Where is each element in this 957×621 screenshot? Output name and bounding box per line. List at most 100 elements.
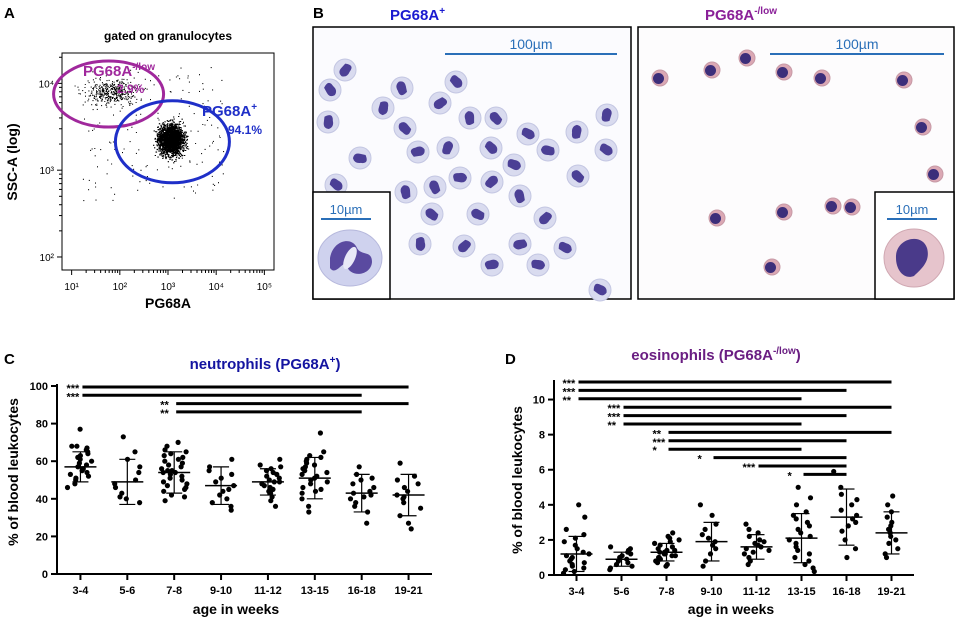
y-tick-label: 8: [539, 430, 545, 442]
neutrophil-nucleus: [329, 178, 343, 191]
neutrophil-nucleus: [396, 81, 408, 96]
data-point: [324, 479, 330, 485]
flow-x-label: PG68A: [145, 295, 191, 311]
y-tick-label: 80: [36, 419, 48, 431]
neutrophil-nucleus: [484, 141, 498, 154]
data-point: [161, 488, 167, 494]
neutrophil-nucleus: [378, 101, 389, 116]
flow-y-tick-label: 10²: [40, 253, 55, 264]
data-point: [886, 540, 892, 547]
data-point: [838, 491, 845, 497]
chart-c-title: neutrophils (PG68A+): [190, 355, 341, 373]
significance-label: **: [608, 420, 617, 432]
flow-x-tick-label: 10²: [113, 282, 128, 293]
data-point: [561, 539, 567, 545]
significance-label: *: [698, 454, 703, 466]
neutrophil-nucleus: [410, 146, 425, 157]
data-point: [713, 546, 719, 552]
data-point: [317, 430, 323, 436]
neutrophil-nucleus: [540, 145, 555, 156]
x-tick-label: 13-15: [301, 585, 329, 597]
data-point: [664, 561, 670, 568]
x-tick-label: 9-10: [700, 586, 722, 598]
y-tick-label: 40: [36, 494, 48, 506]
neutrophil-nucleus: [323, 115, 334, 130]
data-point: [347, 496, 354, 502]
data-point: [137, 464, 143, 470]
significance-label: **: [160, 400, 169, 412]
data-point: [394, 477, 400, 483]
data-point: [369, 475, 375, 481]
data-point: [627, 546, 634, 552]
data-point: [64, 484, 71, 491]
flow-event-dots: [74, 67, 225, 202]
data-point: [306, 503, 312, 509]
eosinophil-nucleus: [777, 207, 788, 218]
significance-label: ***: [608, 412, 622, 424]
neutrophil-inset-cell: [317, 229, 383, 287]
eosinophil-nucleus: [710, 213, 721, 224]
data-point: [672, 553, 679, 559]
data-point: [299, 471, 305, 477]
data-point: [669, 544, 676, 550]
neutrophil-nucleus: [489, 112, 503, 125]
significance-label: ***: [653, 437, 667, 449]
data-point: [418, 505, 424, 511]
significance-label: ***: [743, 462, 757, 474]
data-point: [563, 526, 569, 533]
data-point: [175, 439, 181, 445]
eosinophil-nucleus: [845, 202, 856, 213]
data-point: [277, 456, 283, 462]
micrograph-right-title: PG68A-/low: [705, 6, 777, 24]
data-point: [84, 469, 90, 476]
y-tick-label: 0: [539, 570, 545, 582]
neutrophils-chart: neutrophils (PG68A+) age in weeks % of b…: [5, 355, 432, 617]
x-tick-label: 19-21: [394, 585, 422, 597]
data-point: [207, 464, 213, 470]
neutrophil-nucleus: [571, 170, 585, 183]
data-point: [161, 453, 167, 459]
data-point: [793, 540, 799, 547]
data-point: [757, 537, 763, 543]
neutrophil-nucleus: [558, 241, 572, 254]
scale-label-100um-right: 100µm: [835, 36, 878, 52]
y-tick-label: 0: [42, 569, 48, 581]
scale-label-10um-left: 10µm: [330, 202, 363, 217]
data-point: [793, 502, 800, 508]
data-point: [184, 481, 190, 487]
neutrophil-nucleus: [425, 208, 439, 221]
data-point: [852, 546, 859, 552]
data-point: [270, 469, 276, 476]
flow-y-label: SSC-A (log): [4, 123, 20, 200]
eosinophil-nucleus: [777, 67, 788, 78]
flow-x-tick-label: 10³: [161, 282, 176, 293]
eosinophil-nucleus: [815, 73, 826, 84]
significance-label: ***: [66, 383, 80, 395]
data-point: [795, 484, 801, 490]
data-point: [700, 563, 706, 569]
gate-low-ellipse: [52, 59, 166, 129]
data-point: [569, 554, 575, 561]
x-tick-label: 5-6: [119, 585, 135, 597]
data-point: [162, 458, 168, 464]
chart-d-title: eosinophils (PG68A-/low): [631, 346, 800, 364]
neutrophil-nucleus: [398, 122, 412, 135]
data-point: [229, 456, 235, 462]
data-point: [572, 542, 578, 548]
x-tick-label: 11-12: [254, 585, 282, 597]
scale-label-100um-left: 100µm: [509, 36, 552, 52]
data-point: [321, 449, 327, 455]
data-point: [358, 477, 364, 483]
data-point: [707, 551, 714, 557]
data-point: [838, 507, 844, 513]
data-point: [766, 547, 772, 554]
neutrophil-nucleus: [471, 208, 485, 221]
data-point: [890, 493, 896, 499]
data-point: [699, 532, 705, 538]
x-tick-label: 13-15: [787, 586, 815, 598]
data-point: [312, 488, 319, 494]
data-point: [164, 443, 170, 449]
data-point: [364, 520, 370, 526]
data-point: [324, 469, 330, 476]
